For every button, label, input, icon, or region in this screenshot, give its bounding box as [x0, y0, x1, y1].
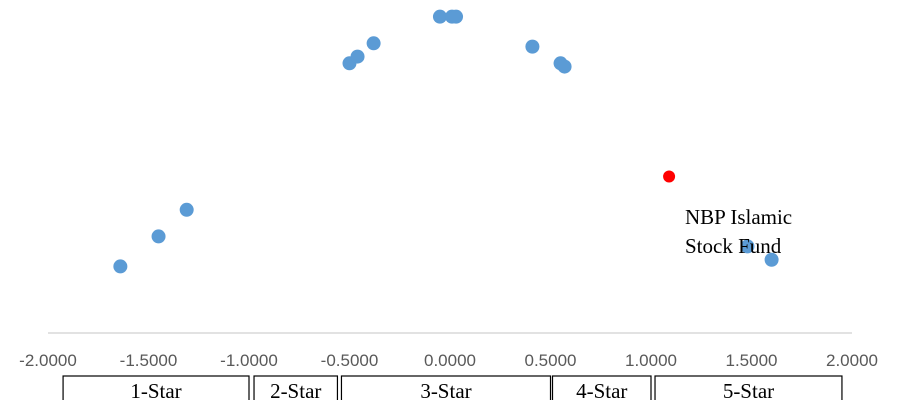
x-tick-label: -1.0000: [220, 351, 278, 370]
data-point: [151, 229, 166, 244]
x-axis-ticks: -2.0000 -1.5000 -1.0000 -0.5000 0.0000 0.5000…: [19, 351, 878, 370]
data-point: [557, 59, 572, 74]
data-point: [350, 49, 365, 64]
highlighted-data-point: [663, 170, 676, 183]
x-tick-label: -0.5000: [321, 351, 379, 370]
rating-band-box: [62, 375, 250, 400]
rating-band-label: 4-Star: [576, 379, 627, 400]
data-point: [113, 259, 128, 274]
x-tick-label: 1.0000: [625, 351, 677, 370]
x-tick-label: 2.0000: [826, 351, 878, 370]
data-point: [740, 239, 755, 254]
rating-band-box: [340, 375, 552, 400]
data-point: [179, 202, 194, 217]
x-tick-label: -2.0000: [19, 351, 77, 370]
rating-band-box: [654, 375, 843, 400]
rating-bands: 1-Star 2-Star 3-Star 4-Star 5-Star: [62, 375, 843, 400]
rating-band-label: 3-Star: [420, 379, 471, 400]
annotation-label: NBP Islamic: [685, 205, 792, 229]
rating-band-box: [253, 375, 339, 400]
rating-band-label: 5-Star: [723, 379, 774, 400]
data-point: [449, 9, 464, 24]
x-tick-label: 0.0000: [424, 351, 476, 370]
rating-band-box: [551, 375, 652, 400]
rating-band-label: 1-Star: [130, 379, 181, 400]
rating-band-label: 2-Star: [270, 379, 321, 400]
x-tick-label: 1.5000: [726, 351, 778, 370]
data-points: [113, 9, 779, 274]
data-point: [432, 9, 447, 24]
annotations: NBP Islamic Stock Fund: [685, 205, 792, 258]
x-tick-label: -1.5000: [120, 351, 178, 370]
data-point: [764, 252, 779, 267]
annotation-label: Stock Fund: [685, 234, 782, 258]
data-point: [366, 36, 381, 51]
x-tick-label: 0.5000: [525, 351, 577, 370]
data-point: [525, 39, 540, 54]
